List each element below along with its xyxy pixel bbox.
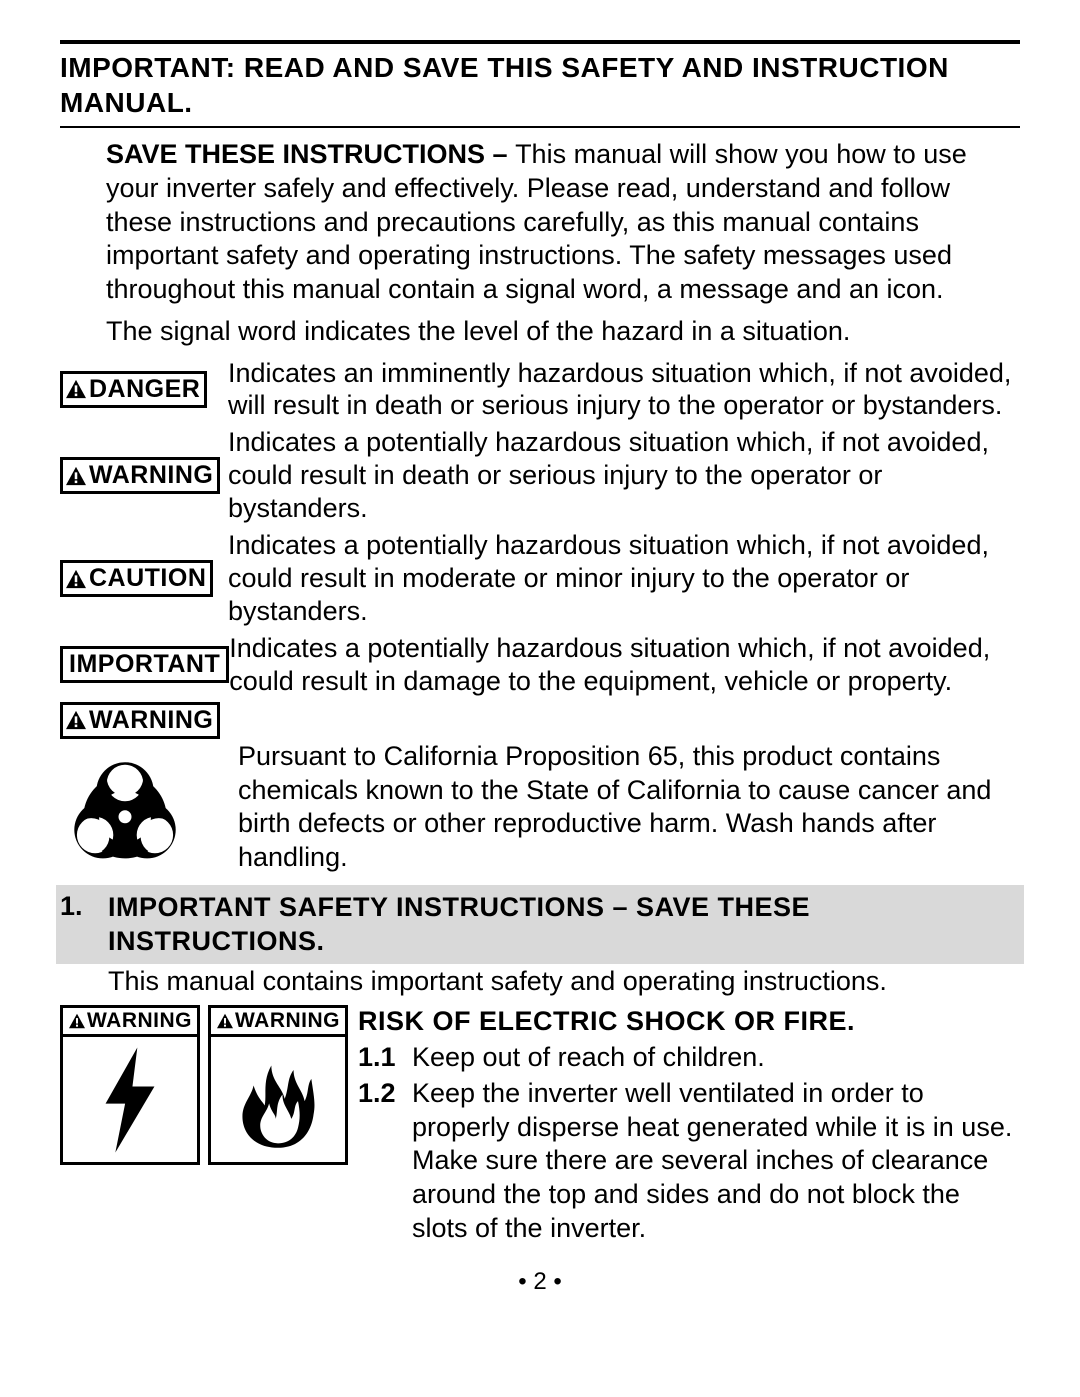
danger-label-box: DANGER [60,371,207,408]
biohazard-icon [60,749,228,874]
shock-box-label: WARNING [87,1009,192,1033]
caution-label-text: CAUTION [89,564,206,593]
fire-icon [211,1037,345,1162]
danger-label-text: DANGER [89,375,200,404]
alert-triangle-icon [65,466,87,486]
alert-triangle-icon [65,569,87,589]
signal-row-caution: CAUTION Indicates a potentially hazardou… [60,529,1020,628]
alert-triangle-icon [65,710,87,730]
prop65-warning-text: WARNING [89,706,213,735]
risk-item-body: Keep out of reach of children. [412,1041,1020,1075]
shock-warning-box: WARNING [60,1005,200,1165]
risk-item-num: 1.1 [358,1041,412,1075]
intro-lead: SAVE THESE INSTRUCTIONS – [106,139,515,169]
lightning-bolt-icon [63,1037,197,1162]
section-title: IMPORTANT SAFETY INSTRUCTIONS – SAVE THE… [108,891,1020,959]
signal-intro: The signal word indicates the level of t… [106,315,1020,349]
risk-item-1-1: 1.1 Keep out of reach of children. [358,1041,1020,1075]
important-label-box: IMPORTANT [60,646,229,683]
main-title: IMPORTANT: READ AND SAVE THIS SAFETY AND… [60,50,1020,120]
important-desc: Indicates a potentially hazardous situat… [229,632,1020,698]
prop65-text: Pursuant to California Proposition 65, t… [238,702,1020,875]
alert-triangle-icon [216,1013,234,1029]
signal-row-important: IMPORTANT Indicates a potentially hazard… [60,632,1020,698]
section-subtext: This manual contains important safety an… [108,966,1020,997]
alert-triangle-icon [68,1013,86,1029]
warning-label-box: WARNING [60,457,220,494]
signal-row-warning: WARNING Indicates a potentially hazardou… [60,426,1020,525]
signal-row-danger: DANGER Indicates an imminently hazardous… [60,357,1020,423]
risk-item-num: 1.2 [358,1077,412,1246]
prop65-block: WARNING [60,702,1020,875]
alert-triangle-icon [65,379,87,399]
page-number: • 2 • [60,1268,1020,1296]
caution-desc: Indicates a potentially hazardous situat… [228,529,1020,628]
intro-paragraph: SAVE THESE INSTRUCTIONS – This manual wi… [106,138,1020,307]
prop65-warning-box: WARNING [60,702,220,739]
risk-block: WARNING WARNING [60,1005,1020,1247]
important-label-text: IMPORTANT [69,650,220,679]
danger-desc: Indicates an imminently hazardous situat… [228,357,1020,423]
fire-warning-box: WARNING [208,1005,348,1165]
risk-item-1-2: 1.2 Keep the inverter well ventilated in… [358,1077,1020,1246]
fire-box-label: WARNING [235,1009,340,1033]
warning-label-text: WARNING [89,461,213,490]
caution-label-box: CAUTION [60,560,213,597]
risk-title: RISK OF ELECTRIC SHOCK OR FIRE. [358,1005,1020,1039]
warning-desc: Indicates a potentially hazardous situat… [228,426,1020,525]
section-number: 1. [60,891,108,959]
risk-item-body: Keep the inverter well ventilated in ord… [412,1077,1020,1246]
section-1-header: 1. IMPORTANT SAFETY INSTRUCTIONS – SAVE … [56,885,1024,965]
